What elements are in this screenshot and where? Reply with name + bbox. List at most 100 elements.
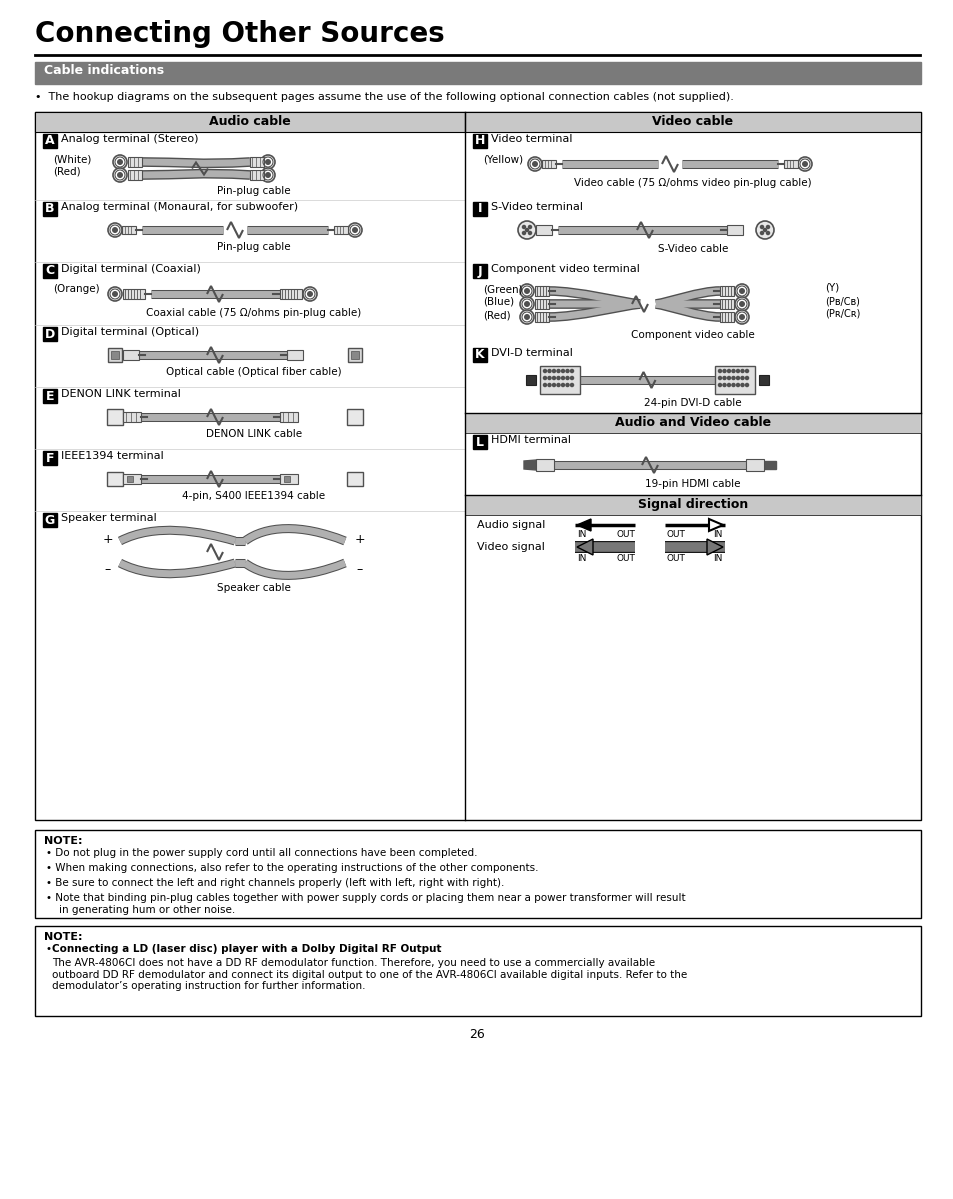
Bar — [287, 350, 303, 360]
Text: • Do not plug in the power supply cord until all connections have been completed: • Do not plug in the power supply cord u… — [46, 848, 477, 858]
Circle shape — [519, 297, 534, 311]
Bar — [473, 348, 486, 362]
Circle shape — [734, 284, 748, 299]
Text: S-Video terminal: S-Video terminal — [491, 201, 582, 212]
Circle shape — [755, 221, 773, 239]
Circle shape — [736, 376, 739, 379]
Circle shape — [108, 223, 122, 237]
Bar — [726, 225, 742, 235]
Circle shape — [722, 369, 725, 372]
Bar — [127, 476, 132, 482]
Text: A: A — [45, 134, 54, 147]
Bar — [43, 134, 57, 147]
Bar — [525, 375, 536, 385]
Text: –: – — [356, 564, 363, 576]
Text: • When making connections, also refer to the operating instructions of the other: • When making connections, also refer to… — [46, 863, 537, 873]
Text: OUT: OUT — [617, 554, 636, 564]
Circle shape — [561, 376, 563, 379]
Bar — [128, 157, 142, 167]
Bar — [783, 159, 797, 168]
Text: (Blue): (Blue) — [482, 297, 514, 307]
Circle shape — [557, 369, 559, 372]
Circle shape — [763, 229, 765, 231]
Bar — [536, 459, 554, 471]
Text: Audio cable: Audio cable — [209, 115, 291, 128]
Text: Video signal: Video signal — [476, 542, 544, 552]
Circle shape — [261, 168, 274, 182]
Bar — [720, 299, 733, 309]
Polygon shape — [577, 519, 590, 531]
Circle shape — [543, 369, 546, 372]
Text: Video cable: Video cable — [652, 115, 733, 128]
Text: Speaker cable: Speaker cable — [217, 583, 291, 594]
Bar — [535, 287, 548, 296]
Circle shape — [108, 287, 122, 301]
Circle shape — [523, 301, 530, 307]
Circle shape — [740, 376, 743, 379]
Bar — [43, 513, 57, 528]
Circle shape — [557, 376, 559, 379]
Bar — [759, 375, 768, 385]
Circle shape — [566, 384, 568, 386]
Text: •  The hookup diagrams on the subsequent pages assume the use of the following o: • The hookup diagrams on the subsequent … — [35, 92, 733, 102]
Text: J: J — [477, 265, 482, 277]
Circle shape — [739, 301, 744, 307]
Bar — [43, 264, 57, 278]
Bar — [43, 327, 57, 341]
Circle shape — [718, 376, 720, 379]
Circle shape — [523, 314, 530, 320]
Bar — [107, 472, 123, 486]
Circle shape — [766, 231, 768, 234]
Text: NOTE:: NOTE: — [44, 932, 82, 942]
Bar — [280, 289, 302, 299]
Text: DVI-D terminal: DVI-D terminal — [491, 348, 572, 359]
Text: Pin-plug cable: Pin-plug cable — [217, 186, 291, 195]
Bar — [122, 225, 136, 234]
Text: Speaker terminal: Speaker terminal — [61, 513, 156, 523]
Bar — [123, 474, 141, 484]
Circle shape — [739, 288, 744, 294]
Circle shape — [557, 384, 559, 386]
Circle shape — [522, 231, 525, 234]
Bar — [35, 830, 920, 918]
Circle shape — [722, 384, 725, 386]
Circle shape — [117, 171, 123, 177]
Text: (Green): (Green) — [482, 284, 522, 294]
Circle shape — [112, 291, 118, 297]
Text: Pin-plug cable: Pin-plug cable — [217, 242, 291, 252]
Circle shape — [528, 225, 531, 228]
Text: (Pʀ/Cʀ): (Pʀ/Cʀ) — [824, 309, 860, 319]
Text: The AVR-4806CI does not have a DD RF demodulator function. Therefore, you need t: The AVR-4806CI does not have a DD RF dem… — [52, 958, 686, 992]
Circle shape — [566, 376, 568, 379]
Text: (Yellow): (Yellow) — [482, 153, 522, 164]
Circle shape — [519, 284, 534, 299]
Circle shape — [570, 376, 573, 379]
Circle shape — [727, 369, 729, 372]
Bar — [108, 348, 122, 362]
Circle shape — [517, 221, 536, 239]
Bar — [43, 201, 57, 216]
Circle shape — [552, 376, 555, 379]
Circle shape — [745, 369, 747, 372]
Text: 19-pin HDMI cable: 19-pin HDMI cable — [644, 478, 740, 489]
Bar — [123, 350, 139, 360]
Text: Digital terminal (Optical): Digital terminal (Optical) — [61, 327, 199, 337]
Bar — [43, 388, 57, 403]
Circle shape — [522, 225, 525, 228]
Bar — [280, 412, 297, 422]
Bar — [473, 264, 486, 278]
Circle shape — [112, 227, 118, 233]
Circle shape — [766, 225, 768, 228]
Circle shape — [112, 168, 127, 182]
Bar — [473, 435, 486, 448]
Text: +: + — [355, 534, 365, 546]
Text: •: • — [46, 944, 55, 954]
Bar — [35, 926, 920, 1016]
Bar — [35, 62, 920, 84]
Bar — [720, 312, 733, 323]
Circle shape — [543, 376, 546, 379]
Circle shape — [561, 369, 563, 372]
Text: DENON LINK terminal: DENON LINK terminal — [61, 388, 181, 399]
Circle shape — [525, 229, 528, 231]
Circle shape — [523, 288, 530, 294]
